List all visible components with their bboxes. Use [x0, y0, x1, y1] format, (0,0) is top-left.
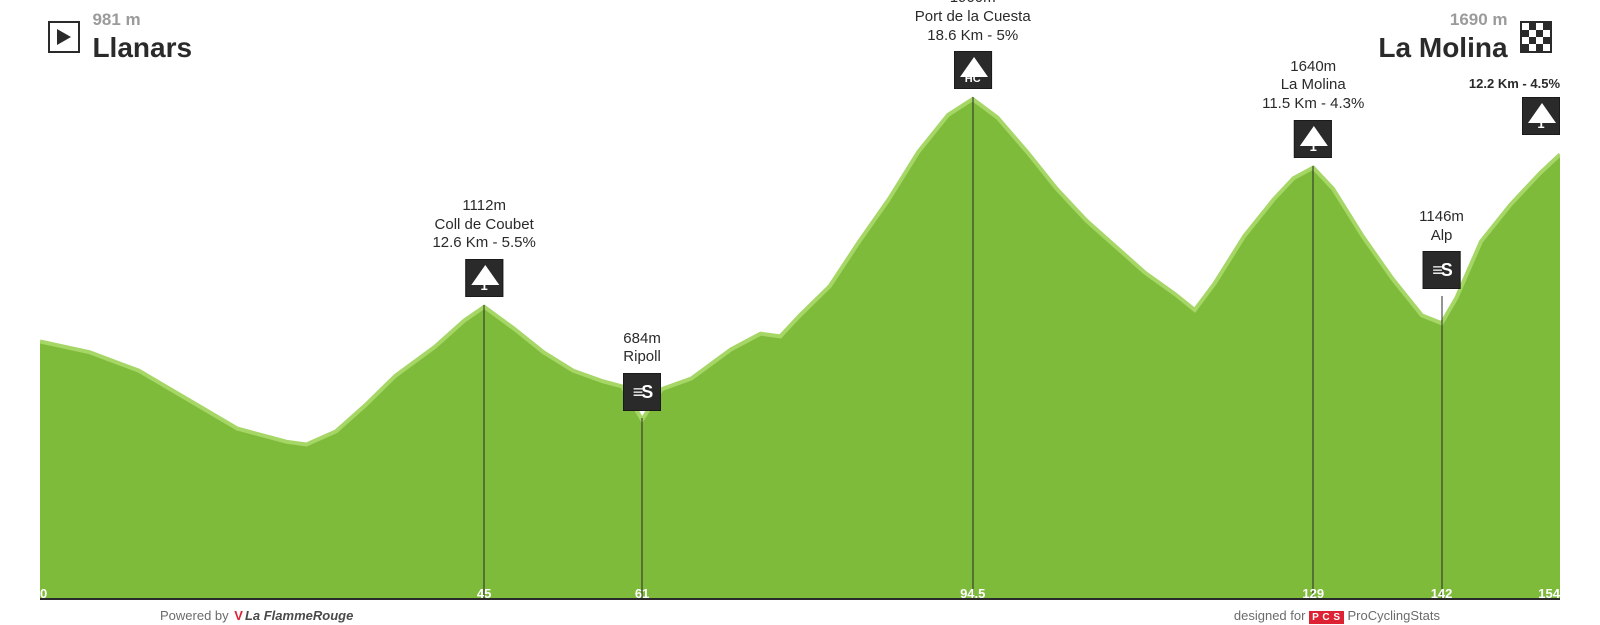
marker-name: Alp — [1419, 227, 1464, 246]
footer-left: Powered by VLa FlammeRouge — [160, 608, 353, 623]
marker-hc: 1900mPort de la Cuesta18.6 Km - 5% — [915, 0, 1031, 89]
marker-elev: 1112m — [432, 197, 535, 216]
marker-name: Coll de Coubet — [432, 216, 535, 235]
marker-elev: 1900m — [915, 0, 1031, 8]
footer-right: designed for P C SProCyclingStats — [1234, 608, 1440, 623]
marker-stem — [1313, 166, 1314, 600]
marker-elev: 1640m — [1262, 58, 1364, 77]
km-tick: 45 — [477, 586, 491, 601]
km-tick: 94.5 — [960, 586, 985, 601]
km-tick: 129 — [1302, 586, 1324, 601]
marker-name: Ripoll — [623, 348, 661, 367]
marker-grad: 11.5 Km - 4.3% — [1262, 95, 1364, 114]
stage-profile: 981 m Llanars 1690 m La Molina 12.2 Km -… — [0, 0, 1600, 625]
marker-elev: 684m — [623, 330, 661, 349]
pcs-badge-icon: P C S — [1309, 611, 1343, 624]
marker-stem — [484, 305, 485, 600]
marker-name: Port de la Cuesta — [915, 8, 1031, 27]
marker-name: La Molina — [1262, 76, 1364, 95]
km-tick: 61 — [635, 586, 649, 601]
marker-sprint: 684mRipoll — [623, 330, 661, 412]
cat1-badge-icon — [465, 259, 503, 297]
marker-stem — [1441, 296, 1442, 600]
marker-cat1: 1112mColl de Coubet12.6 Km - 5.5% — [432, 197, 535, 297]
footer: Powered by VLa FlammeRouge designed for … — [0, 608, 1600, 623]
marker-elev: 1146m — [1419, 208, 1464, 227]
sprint-badge-icon — [623, 373, 661, 411]
hc-badge-icon — [954, 51, 992, 89]
sprint-badge-icon — [1423, 251, 1461, 289]
cat1-badge-icon — [1294, 120, 1332, 158]
km-tick: 142 — [1431, 586, 1453, 601]
marker-sprint: 1146mAlp — [1419, 208, 1464, 290]
marker-grad: 12.6 Km - 5.5% — [432, 234, 535, 253]
marker-grad: 18.6 Km - 5% — [915, 27, 1031, 46]
km-tick: 154 — [1538, 586, 1560, 601]
km-tick: 0 — [40, 586, 47, 601]
marker-cat1: 1640mLa Molina11.5 Km - 4.3% — [1262, 58, 1364, 158]
marker-stem — [972, 97, 973, 600]
marker-stem — [642, 418, 643, 600]
